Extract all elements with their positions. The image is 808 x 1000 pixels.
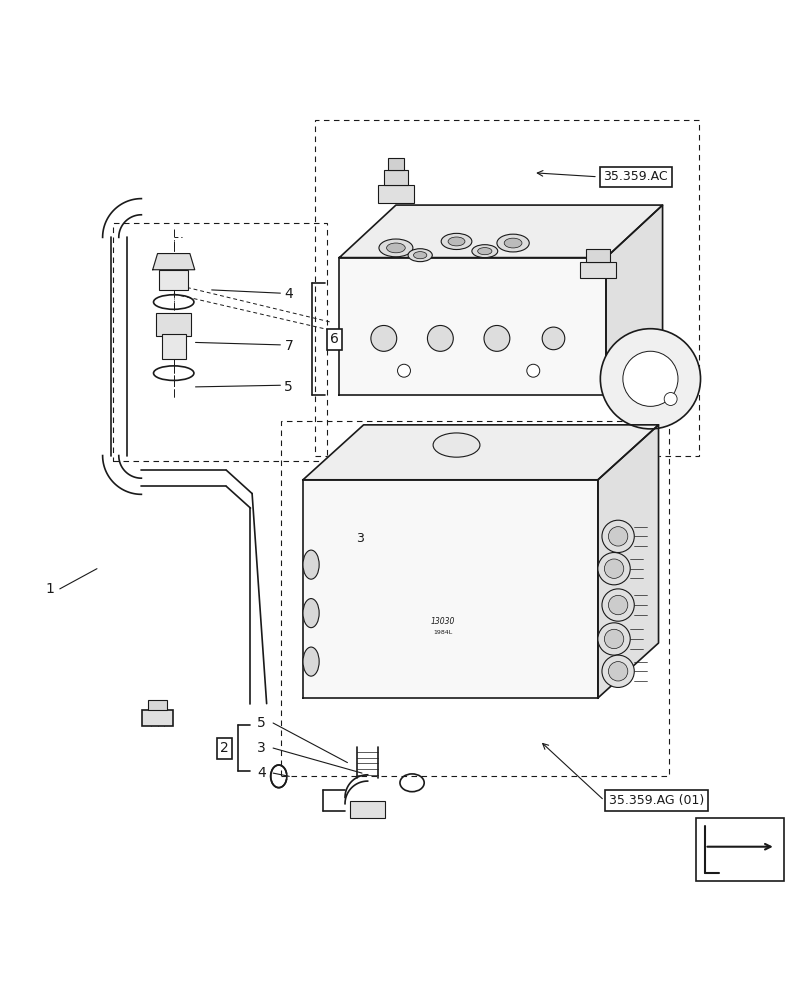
- Bar: [384, 170, 408, 185]
- Ellipse shape: [504, 238, 522, 248]
- Bar: [113, 223, 327, 461]
- Bar: [696, 818, 784, 881]
- Polygon shape: [606, 205, 663, 395]
- Circle shape: [602, 655, 634, 687]
- Circle shape: [484, 325, 510, 351]
- Text: 13030: 13030: [431, 617, 455, 626]
- Bar: [148, 700, 167, 710]
- Bar: [350, 801, 385, 818]
- Bar: [156, 313, 191, 336]
- Circle shape: [623, 351, 678, 406]
- Bar: [586, 249, 610, 262]
- Ellipse shape: [379, 239, 413, 257]
- Polygon shape: [339, 205, 663, 258]
- Ellipse shape: [303, 550, 319, 579]
- Circle shape: [398, 364, 410, 377]
- Ellipse shape: [497, 234, 529, 252]
- Ellipse shape: [408, 249, 432, 262]
- Ellipse shape: [386, 243, 406, 253]
- Text: 2: 2: [221, 741, 229, 755]
- Ellipse shape: [303, 599, 319, 628]
- Text: 35.359.AC: 35.359.AC: [604, 170, 668, 183]
- Polygon shape: [303, 480, 598, 698]
- Text: 3: 3: [257, 741, 266, 755]
- Circle shape: [604, 629, 624, 649]
- Ellipse shape: [303, 647, 319, 676]
- Circle shape: [598, 553, 630, 585]
- Polygon shape: [303, 425, 659, 480]
- Ellipse shape: [433, 433, 480, 457]
- Circle shape: [608, 662, 628, 681]
- Circle shape: [608, 595, 628, 615]
- Text: 5: 5: [257, 716, 266, 730]
- Bar: [142, 710, 173, 726]
- Bar: [388, 158, 404, 170]
- Circle shape: [664, 393, 677, 405]
- Bar: [159, 270, 188, 290]
- Circle shape: [527, 364, 540, 377]
- Bar: [281, 421, 669, 776]
- Circle shape: [371, 325, 397, 351]
- Ellipse shape: [441, 233, 472, 250]
- Ellipse shape: [478, 248, 492, 255]
- Text: 7: 7: [284, 339, 293, 353]
- Text: 6: 6: [330, 332, 339, 346]
- Ellipse shape: [472, 245, 498, 258]
- Bar: [162, 334, 186, 359]
- Polygon shape: [598, 425, 659, 698]
- Circle shape: [602, 589, 634, 621]
- Ellipse shape: [414, 252, 427, 259]
- Text: 4: 4: [284, 287, 293, 301]
- Ellipse shape: [448, 237, 465, 246]
- Circle shape: [608, 527, 628, 546]
- Circle shape: [600, 329, 701, 429]
- Circle shape: [604, 559, 624, 578]
- Circle shape: [602, 520, 634, 553]
- Text: 1: 1: [46, 582, 54, 596]
- Text: 35.359.AG (01): 35.359.AG (01): [609, 794, 705, 807]
- Text: 4: 4: [257, 766, 266, 780]
- Text: 3: 3: [356, 532, 364, 545]
- Polygon shape: [153, 254, 195, 270]
- Bar: [315, 120, 699, 456]
- Circle shape: [542, 327, 565, 350]
- Circle shape: [427, 325, 453, 351]
- Text: 5: 5: [284, 380, 293, 394]
- Circle shape: [598, 623, 630, 655]
- Bar: [580, 262, 616, 278]
- Bar: [378, 185, 414, 203]
- Polygon shape: [339, 258, 606, 395]
- Text: 1984L: 1984L: [433, 630, 452, 635]
